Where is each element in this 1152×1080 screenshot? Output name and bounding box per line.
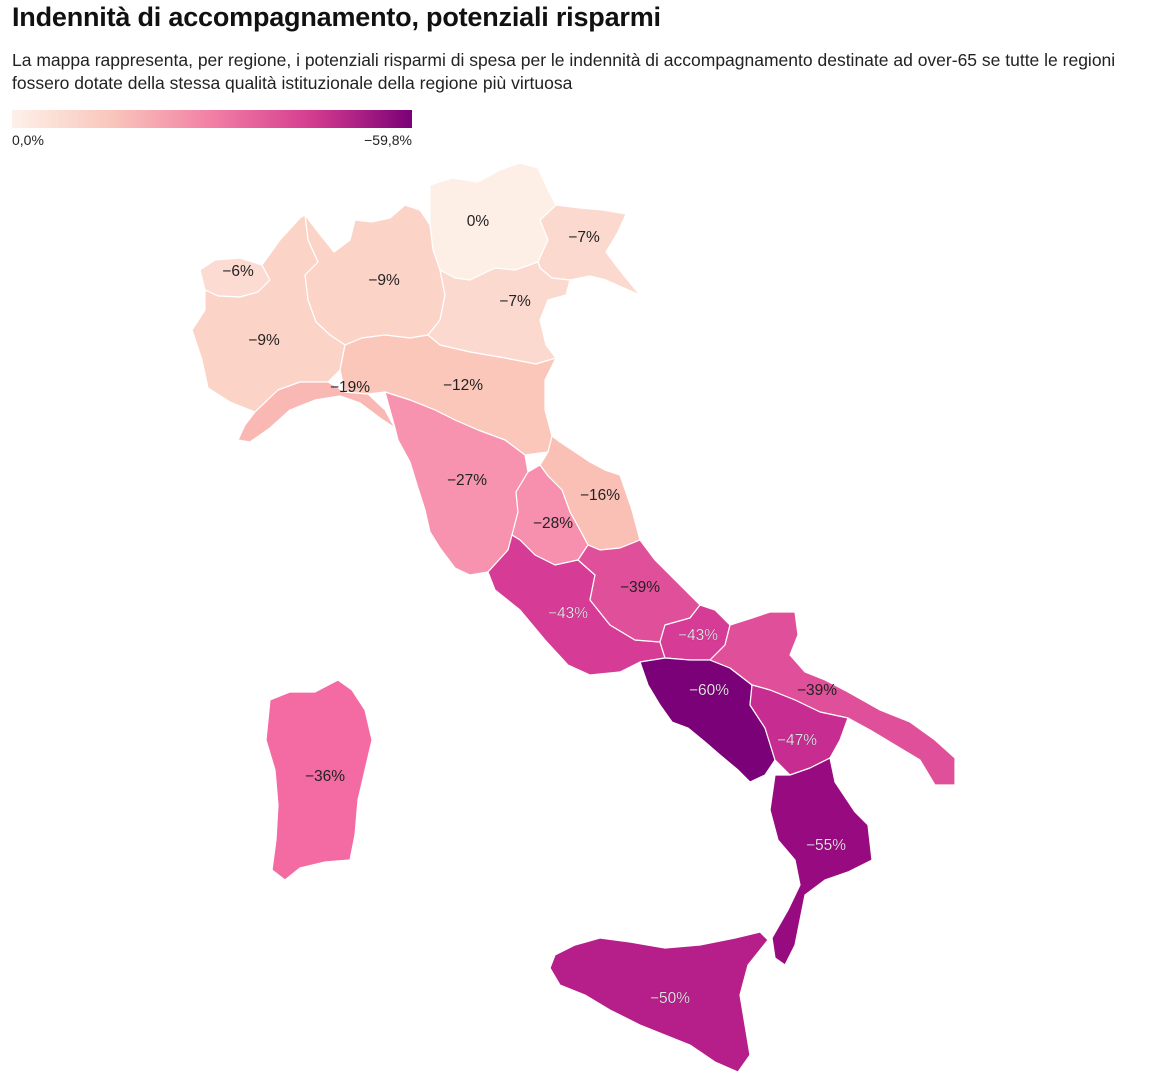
region-label-molise: −43%	[678, 627, 718, 644]
legend-max-label: −59,8%	[364, 132, 412, 148]
region-label-puglia: −39%	[797, 682, 837, 699]
region-calabria	[769, 757, 873, 966]
region-label-friuli-venezia-giulia: −7%	[568, 229, 600, 246]
legend-gradient-bar	[12, 110, 412, 128]
region-label-abruzzo: −39%	[620, 579, 660, 596]
region-label-sicilia: −50%	[650, 990, 690, 1007]
region-label-calabria: −55%	[806, 837, 846, 854]
region-liguria	[237, 381, 396, 443]
legend-min-label: 0,0%	[12, 132, 44, 148]
region-label-umbria: −28%	[533, 515, 573, 532]
region-sicilia	[549, 931, 769, 1073]
region-label-piemonte: −9%	[248, 332, 280, 349]
region-label-emilia-romagna: −12%	[443, 377, 483, 394]
region-label-marche: −16%	[580, 487, 620, 504]
region-label-basilicata: −47%	[777, 732, 817, 749]
region-label-liguria: −19%	[330, 379, 370, 396]
region-label-sardegna: −36%	[305, 768, 345, 785]
region-label-valle-d-aosta: −6%	[222, 263, 254, 280]
region-label-lombardia: −9%	[368, 272, 400, 289]
region-label-campania: −60%	[689, 682, 729, 699]
map-title: Indennità di accompagnamento, potenziali…	[12, 2, 661, 32]
color-legend: 0,0% −59,8%	[12, 110, 412, 148]
region-label-toscana: −27%	[447, 472, 487, 489]
region-label-veneto: −7%	[499, 293, 531, 310]
map-subtitle: La mappa rappresenta, per regione, i pot…	[12, 50, 1116, 93]
region-sardegna	[265, 679, 373, 881]
region-label-trentino-alto-adige: 0%	[467, 213, 490, 230]
region-label-lazio: −43%	[548, 605, 588, 622]
